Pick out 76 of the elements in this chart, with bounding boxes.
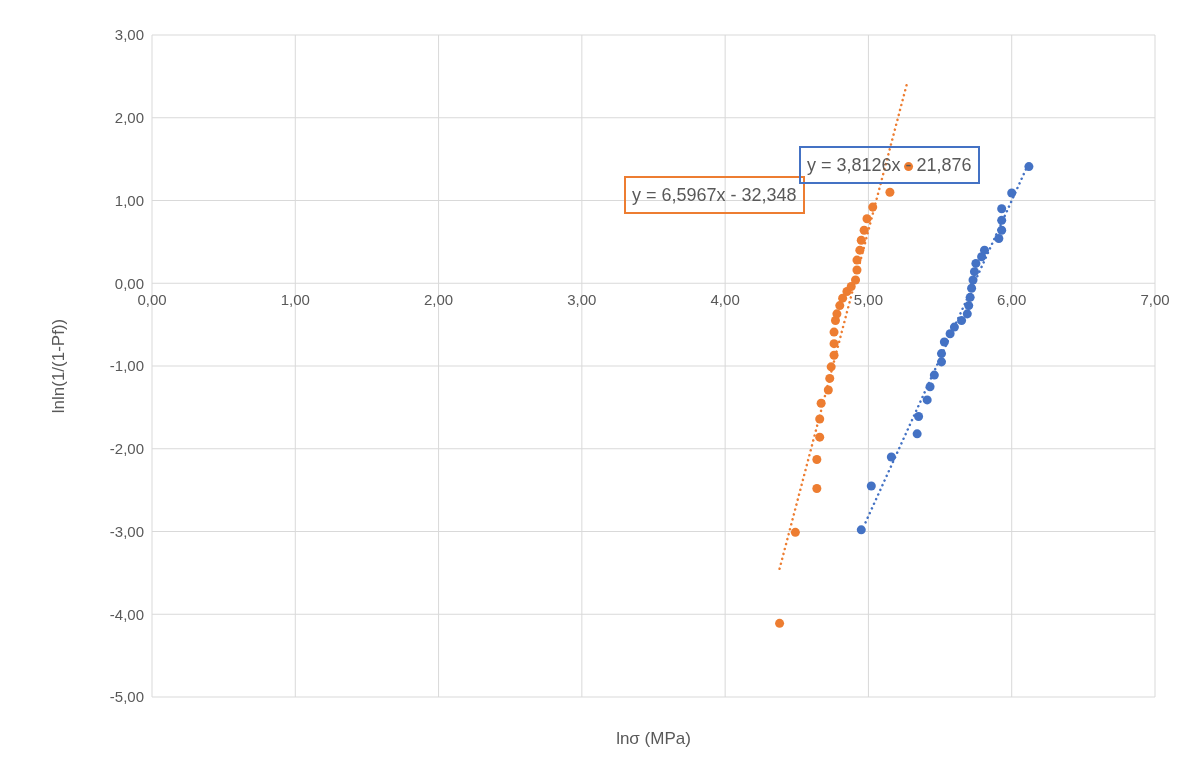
point — [964, 301, 974, 311]
point — [825, 373, 835, 383]
x-tick-label: 0,00 — [137, 291, 167, 309]
point — [912, 429, 922, 439]
point — [914, 411, 924, 421]
point — [1007, 188, 1017, 198]
point — [1024, 162, 1034, 172]
point — [852, 255, 862, 265]
point — [957, 315, 967, 325]
point — [925, 382, 935, 392]
point — [832, 309, 842, 319]
point — [816, 398, 826, 408]
point — [945, 329, 955, 339]
x-tick-label: 4,00 — [710, 291, 740, 309]
x-tick-label: 7,00 — [1140, 291, 1170, 309]
point — [856, 525, 866, 535]
point — [971, 258, 981, 268]
x-tick-label: 5,00 — [853, 291, 884, 309]
point — [812, 483, 822, 493]
y-tick-label: -2,00 — [109, 440, 144, 458]
point — [967, 283, 977, 293]
x-tick-label: 6,00 — [997, 291, 1027, 309]
point — [968, 275, 978, 285]
y-tick-label: 2,00 — [114, 109, 144, 127]
point — [997, 225, 1007, 235]
point — [859, 225, 869, 235]
point — [885, 187, 895, 197]
point — [936, 357, 947, 367]
annotation: y = 6,5967x - 32,348 — [624, 176, 805, 214]
point — [977, 252, 987, 262]
point — [812, 455, 822, 465]
point — [886, 452, 896, 462]
x-tick-label: 1,00 — [280, 291, 310, 309]
point — [969, 267, 979, 277]
point — [856, 235, 866, 245]
point — [829, 327, 839, 337]
point — [929, 370, 939, 380]
x-axis-title: lnσ (MPa) — [616, 729, 691, 748]
point — [775, 618, 785, 628]
point — [922, 395, 932, 405]
point — [790, 527, 800, 537]
point — [965, 292, 975, 302]
point — [851, 275, 861, 285]
y-tick-label: -5,00 — [109, 688, 144, 706]
point — [829, 350, 839, 360]
point — [815, 432, 825, 442]
point — [829, 339, 839, 349]
x-tick-label: 2,00 — [423, 291, 454, 309]
point — [815, 414, 825, 424]
point — [838, 293, 848, 303]
point — [835, 301, 845, 311]
x-tick-label: 3,00 — [567, 291, 597, 309]
y-tick-label: 0,00 — [114, 274, 144, 292]
point — [962, 309, 972, 319]
y-axis-title: lnln(1/(1-Pf)) — [49, 318, 69, 414]
point — [846, 282, 856, 292]
point — [868, 202, 878, 212]
point — [852, 265, 862, 275]
point — [939, 337, 949, 347]
point — [823, 385, 833, 395]
point — [855, 245, 865, 255]
point — [826, 362, 836, 372]
point — [979, 245, 989, 255]
y-tick-label: -1,00 — [109, 357, 144, 375]
point — [862, 214, 872, 224]
point — [949, 322, 959, 332]
y-tick-label: -4,00 — [109, 605, 144, 623]
point — [997, 204, 1007, 214]
annotation: y = 3,8126x - 21,876 — [799, 146, 980, 184]
y-tick-label: 3,00 — [114, 26, 144, 44]
point — [866, 481, 876, 491]
point — [994, 234, 1004, 244]
y-tick-label: 1,00 — [114, 191, 144, 209]
point — [997, 215, 1007, 225]
y-tick-label: -3,00 — [109, 522, 144, 540]
point — [936, 349, 947, 359]
